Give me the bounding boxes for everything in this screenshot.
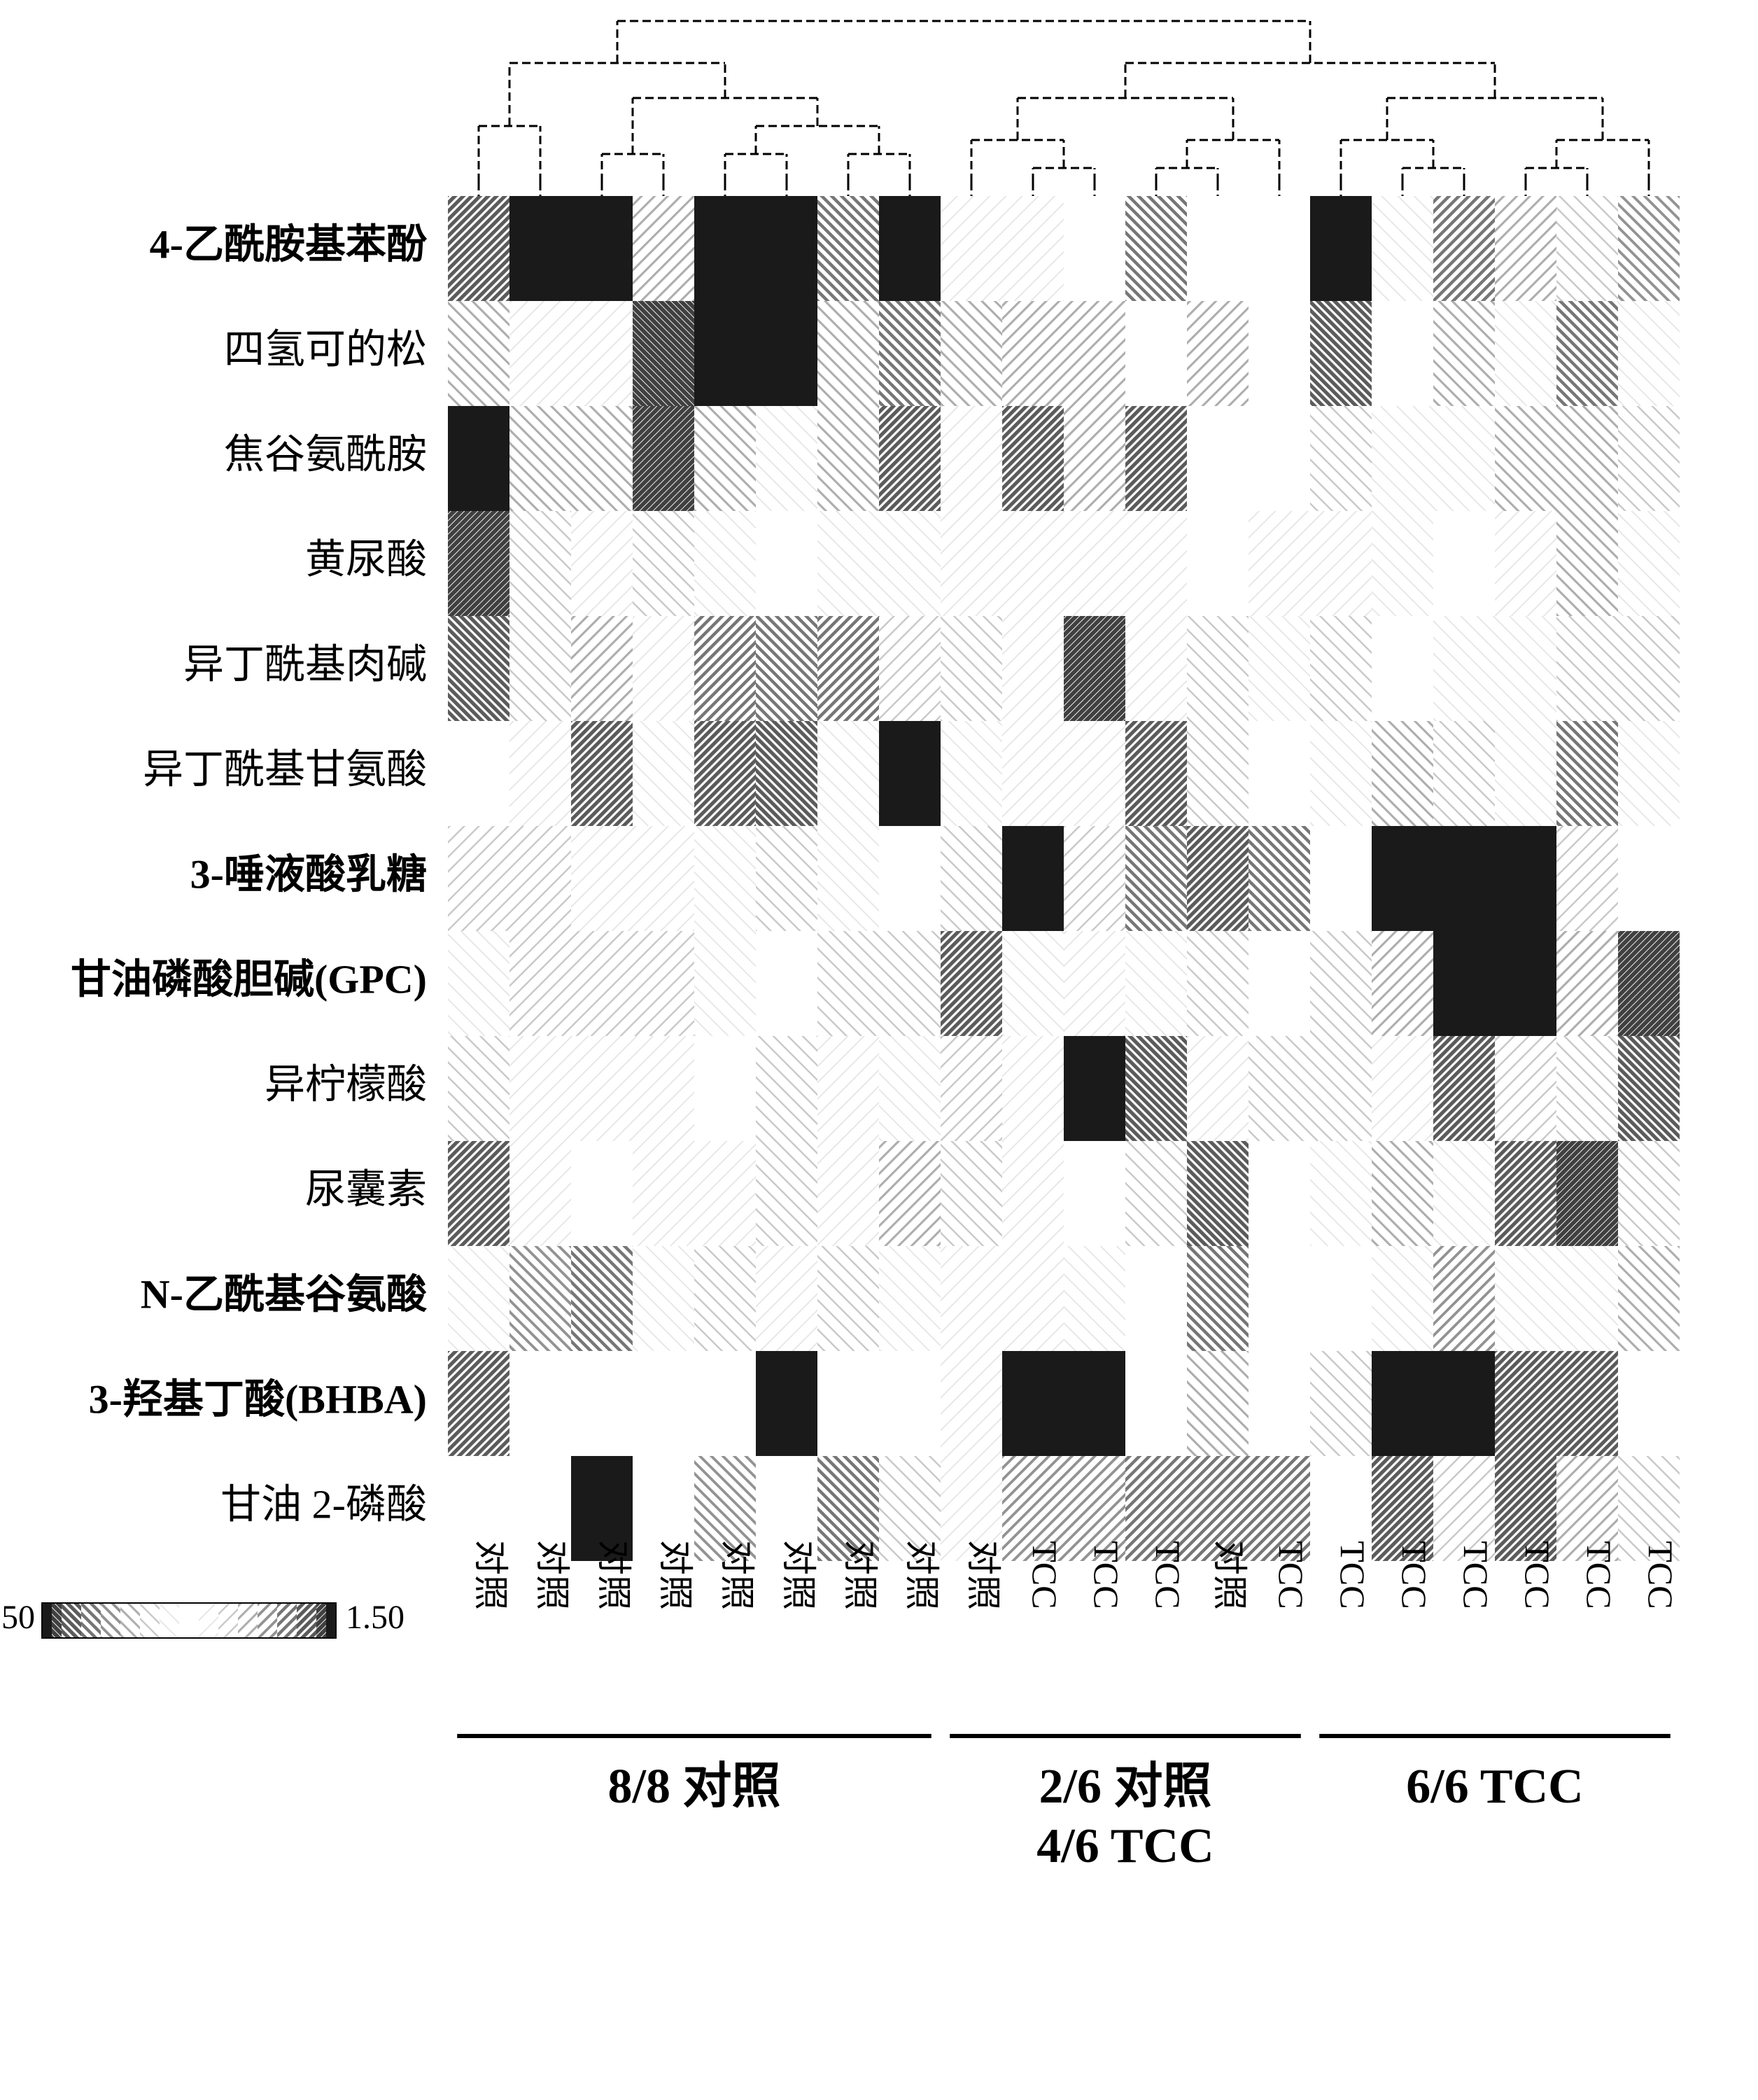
legend-max: 1.50 xyxy=(346,1599,405,1636)
col-label: TCC xyxy=(1395,1541,1434,1609)
row-label: 4-乙酰胺基苯酚 xyxy=(150,221,428,267)
col-label: 对照 xyxy=(841,1540,880,1610)
col-label: TCC xyxy=(1333,1541,1372,1609)
heatmap-figure: 4-乙酰胺基苯酚四氢可的松焦谷氨酰胺黄尿酸异丁酰基肉碱异丁酰基甘氨酸 3-唾液酸乳… xyxy=(0,0,1758,2100)
row-label: N-乙酰基谷氨酸 xyxy=(141,1271,428,1317)
col-label: TCC xyxy=(1025,1541,1064,1609)
row-label: 异丁酰基甘氨酸 xyxy=(143,746,427,792)
row-labels: 4-乙酰胺基苯酚四氢可的松焦谷氨酰胺黄尿酸异丁酰基肉碱异丁酰基甘氨酸 3-唾液酸乳… xyxy=(71,221,428,1527)
row-label: 3-唾液酸乳糖 xyxy=(190,851,427,897)
color-legend: -1.50 1.50 xyxy=(0,1599,405,1638)
col-label: 对照 xyxy=(533,1540,572,1610)
heatmap-svg: 4-乙酰胺基苯酚四氢可的松焦谷氨酰胺黄尿酸异丁酰基肉碱异丁酰基甘氨酸 3-唾液酸乳… xyxy=(0,0,1758,2100)
row-label: 3-羟基丁酸(BHBA) xyxy=(89,1376,427,1422)
col-label: 对照 xyxy=(902,1540,941,1610)
group-label: 2/6 对照 xyxy=(1039,1760,1212,1814)
dendrogram xyxy=(479,21,1649,196)
col-label: TCC xyxy=(1272,1541,1311,1609)
col-label: TCC xyxy=(1148,1541,1188,1609)
col-label: 对照 xyxy=(471,1540,510,1610)
row-label: 焦谷氨酰胺 xyxy=(224,431,427,477)
group-label: 4/6 TCC xyxy=(1036,1819,1214,1873)
col-label: 对照 xyxy=(1210,1540,1249,1610)
col-label: TCC xyxy=(1580,1541,1619,1609)
row-label: 黄尿酸 xyxy=(305,536,427,582)
heatmap-cells xyxy=(448,196,1680,1561)
col-label: TCC xyxy=(1518,1541,1557,1609)
group-label: 6/6 TCC xyxy=(1406,1760,1583,1814)
row-label: 四氢可的松 xyxy=(224,326,427,372)
col-label: 对照 xyxy=(594,1540,633,1610)
col-label: 对照 xyxy=(964,1540,1003,1610)
legend-min: -1.50 xyxy=(0,1599,35,1636)
col-label: 对照 xyxy=(656,1540,695,1610)
row-label: 异丁酰基肉碱 xyxy=(183,641,427,687)
row-label: 甘油 2-磷酸 xyxy=(220,1481,427,1527)
group-label: 8/8 对照 xyxy=(608,1760,781,1814)
group-labels: 8/8 对照 2/6 对照4/6 TCC 6/6 TCC xyxy=(457,1736,1671,1873)
col-label: 对照 xyxy=(779,1540,818,1610)
col-label: TCC xyxy=(1087,1541,1126,1609)
row-label: 尿囊素 xyxy=(305,1166,427,1212)
row-label: 甘油磷酸胆碱(GPC) xyxy=(71,956,427,1002)
col-label: TCC xyxy=(1456,1541,1496,1609)
row-label: 异柠檬酸 xyxy=(265,1061,427,1107)
col-label: TCC xyxy=(1641,1541,1680,1609)
col-label: 对照 xyxy=(717,1540,757,1610)
